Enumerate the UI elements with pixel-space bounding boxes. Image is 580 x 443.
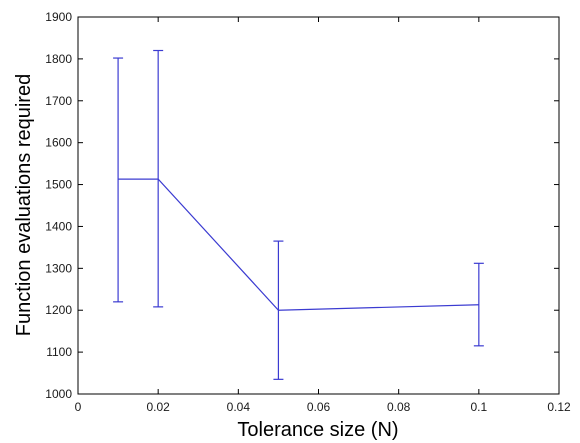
x-tick-label: 0.02 bbox=[146, 400, 170, 414]
x-tick-label: 0.12 bbox=[547, 400, 571, 414]
y-tick-label: 1800 bbox=[45, 52, 72, 66]
y-tick-label: 1200 bbox=[45, 303, 72, 317]
y-tick-label: 1600 bbox=[45, 136, 72, 150]
y-tick-label: 1400 bbox=[45, 219, 72, 233]
x-tick-label: 0 bbox=[75, 400, 82, 414]
x-axis-title: Tolerance size (N) bbox=[237, 419, 398, 441]
y-tick-label: 1900 bbox=[45, 10, 72, 24]
x-tick-label: 0.08 bbox=[387, 400, 411, 414]
plot-area bbox=[77, 16, 560, 395]
y-tick-label: 1000 bbox=[45, 387, 72, 401]
y-tick-label: 1700 bbox=[45, 94, 72, 108]
series-lines bbox=[118, 178, 479, 311]
x-tick-label: 0.04 bbox=[227, 400, 251, 414]
y-tick-label: 1300 bbox=[45, 261, 72, 275]
y-tick-label: 1500 bbox=[45, 178, 72, 192]
series-line bbox=[118, 178, 479, 311]
y-tick-label: 1100 bbox=[46, 345, 72, 359]
x-tick-label: 0.1 bbox=[470, 400, 487, 414]
x-tick-label: 0.06 bbox=[307, 400, 331, 414]
y-axis-title: Function evaluations required bbox=[13, 74, 35, 336]
x-axis-ticks: 0 0.02 0.04 0.06 0.08 0.1 0.12 bbox=[75, 17, 571, 414]
y-axis-ticks: 1000 1100 1200 1300 1400 1500 1600 1700 1800 1900 bbox=[45, 10, 559, 401]
